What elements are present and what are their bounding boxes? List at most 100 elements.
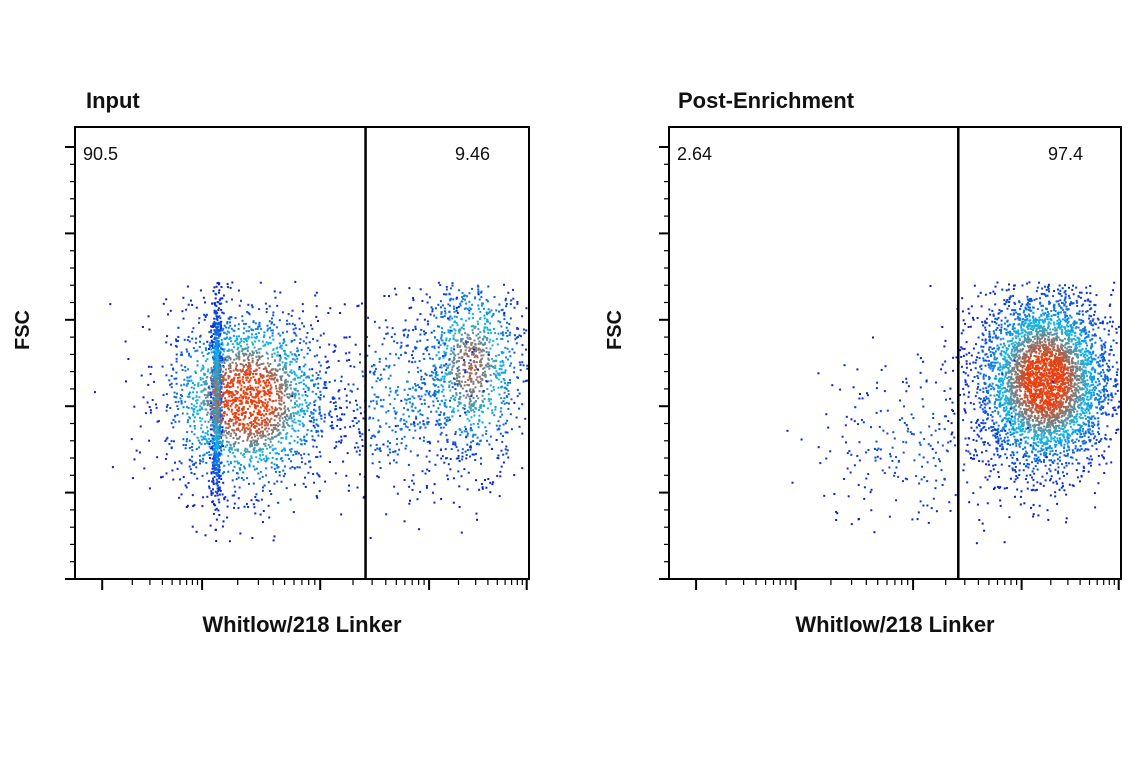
event-point [257, 499, 260, 502]
event-point [239, 379, 242, 382]
event-point [457, 365, 460, 368]
event-point [246, 477, 249, 480]
event-point [240, 477, 243, 479]
event-point [455, 446, 458, 449]
event-point [480, 290, 483, 293]
event-point [266, 410, 269, 413]
event-point [255, 368, 258, 371]
event-point [251, 341, 254, 344]
event-point [448, 339, 451, 342]
event-point [411, 409, 414, 412]
event-point [218, 307, 220, 310]
event-point [986, 356, 989, 358]
event-point [278, 394, 281, 397]
event-point [187, 303, 190, 306]
event-point [315, 371, 318, 374]
event-point [359, 361, 361, 364]
event-point [206, 430, 209, 433]
event-point [1011, 354, 1014, 357]
event-point [254, 328, 257, 331]
event-point [324, 371, 327, 374]
event-point [202, 296, 205, 299]
event-point [232, 401, 235, 404]
event-point [479, 360, 482, 363]
event-point [300, 370, 303, 373]
event-point [213, 286, 216, 289]
event-point [436, 374, 439, 377]
event-point [217, 397, 220, 400]
event-point [497, 454, 500, 457]
event-point [242, 471, 245, 474]
event-point [273, 372, 276, 375]
event-point [280, 480, 283, 483]
event-point [218, 514, 221, 516]
event-point [446, 438, 449, 441]
event-point [1105, 362, 1108, 365]
event-point [225, 390, 228, 393]
event-point [319, 394, 322, 397]
event-point [215, 366, 218, 369]
event-point [210, 348, 213, 351]
event-point [275, 374, 278, 377]
event-point [243, 354, 246, 357]
event-point [476, 368, 478, 371]
event-point [189, 391, 191, 394]
event-point [388, 426, 391, 429]
event-point [299, 420, 302, 423]
event-point [203, 318, 206, 321]
event-point [454, 329, 457, 332]
event-point [503, 379, 506, 382]
event-point [271, 334, 274, 337]
event-point [1103, 344, 1106, 347]
event-point [215, 391, 218, 393]
event-point [465, 411, 468, 414]
event-point [224, 378, 227, 381]
event-point [249, 411, 252, 414]
event-point [241, 395, 244, 398]
event-point [499, 360, 502, 363]
event-point [274, 406, 277, 409]
event-point [286, 419, 289, 422]
event-point [217, 386, 219, 389]
event-point [213, 467, 216, 470]
event-point [311, 327, 314, 330]
event-point [456, 383, 459, 386]
event-point [1115, 371, 1118, 374]
event-point [422, 439, 425, 442]
event-point [265, 458, 268, 461]
event-point [436, 390, 439, 393]
event-point [223, 403, 226, 406]
event-point [442, 342, 445, 345]
event-point [494, 408, 497, 411]
event-point [223, 357, 226, 360]
event-point [448, 418, 451, 421]
event-point [299, 410, 302, 413]
event-point [254, 386, 257, 389]
event-point [267, 384, 270, 387]
event-point [237, 346, 240, 349]
event-point [195, 530, 198, 533]
event-point [259, 374, 262, 377]
event-point [469, 388, 472, 391]
event-point [215, 456, 217, 459]
event-point [420, 387, 423, 390]
event-point [484, 479, 486, 481]
event-point [1014, 303, 1017, 305]
event-point [444, 364, 447, 367]
event-point [459, 402, 462, 405]
event-point [192, 391, 195, 394]
event-point [244, 322, 247, 325]
event-point [243, 393, 246, 396]
event-point [447, 329, 450, 332]
event-point [463, 364, 466, 367]
event-point [213, 303, 216, 306]
event-point [466, 383, 469, 386]
event-point [230, 391, 233, 394]
event-point [201, 364, 204, 367]
event-point [418, 528, 421, 531]
event-point [462, 297, 465, 300]
event-point [261, 355, 264, 357]
event-point [166, 404, 169, 406]
event-point [296, 357, 299, 360]
event-point [277, 412, 280, 415]
